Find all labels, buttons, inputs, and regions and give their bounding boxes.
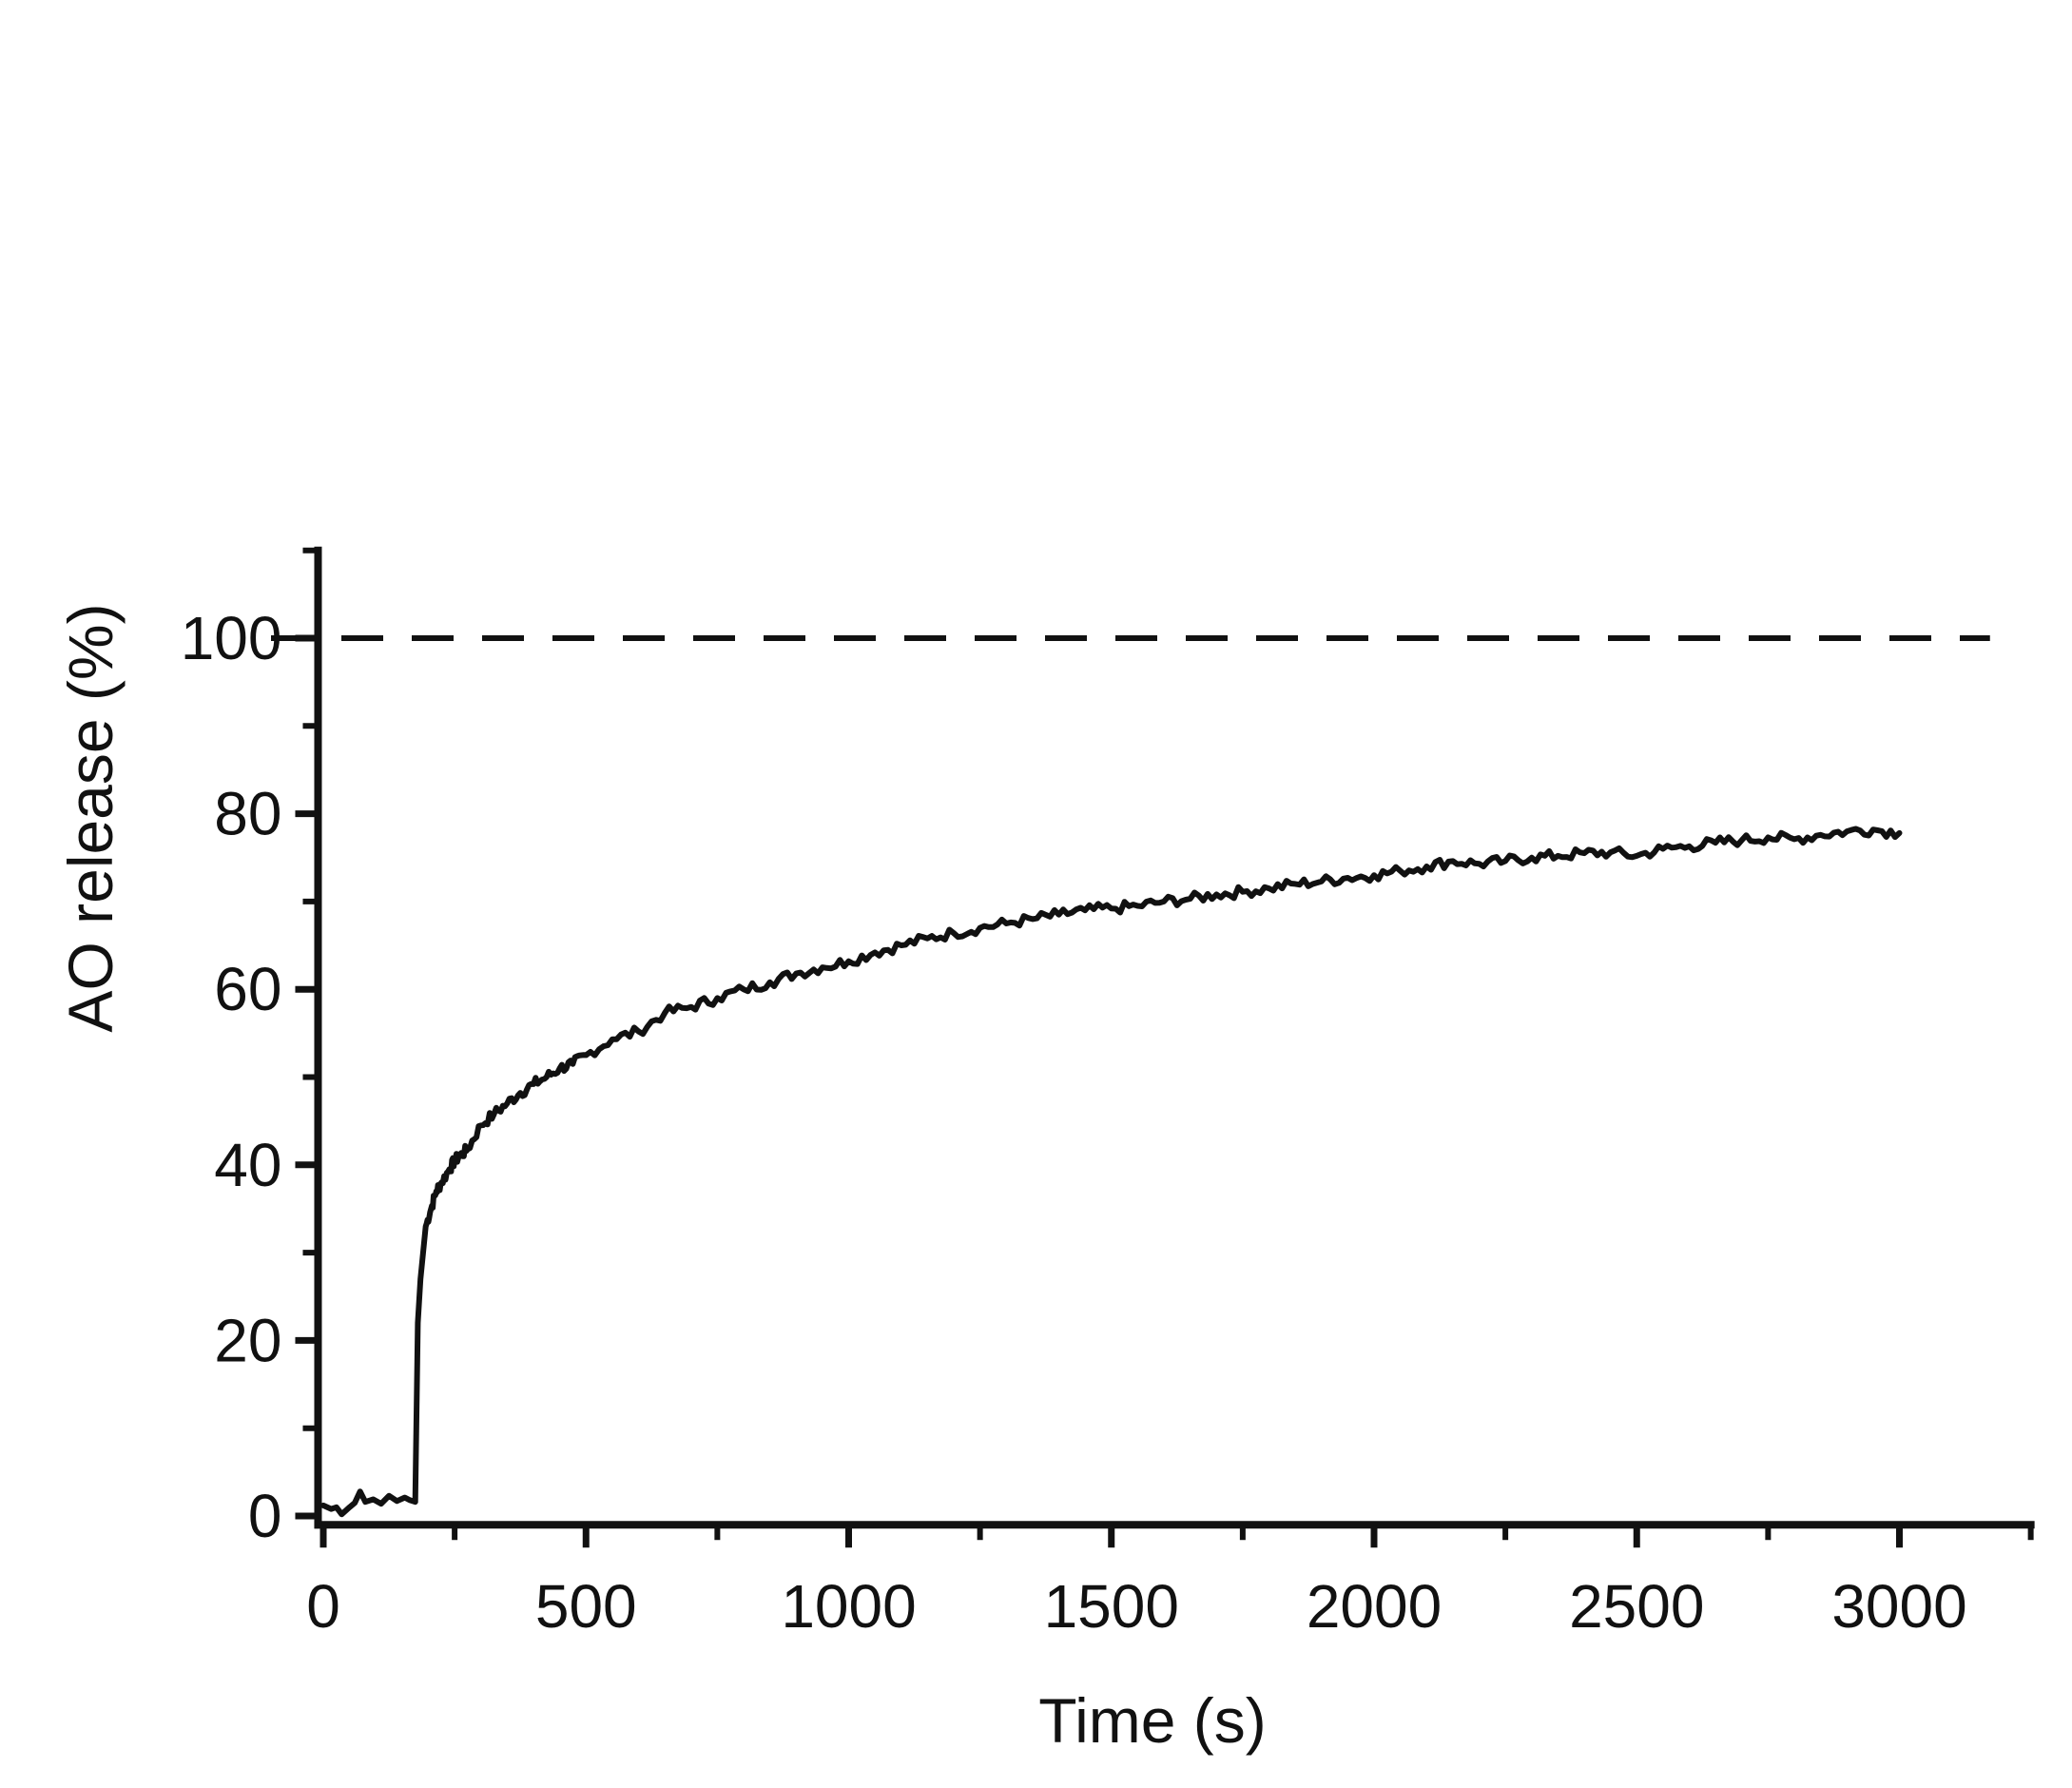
y-tick-label: 20 — [214, 1306, 281, 1374]
y-tick-label: 0 — [248, 1482, 282, 1550]
axes-layer — [314, 546, 2035, 1529]
tick-labels-layer: 0 500 1000 1500 2000 2500 3000 0 20 40 60 80 100 — [181, 604, 1967, 1641]
x-tick-label: 2000 — [1307, 1572, 1442, 1641]
series-layer — [320, 826, 1903, 1518]
x-tick-label: 2500 — [1569, 1572, 1704, 1641]
x-axis-title: Time (s) — [1038, 1685, 1267, 1756]
x-tick-label: 3000 — [1831, 1572, 1966, 1641]
x-tick-label: 1000 — [781, 1572, 916, 1641]
release-curve-line — [320, 826, 1903, 1518]
x-tick-label: 1500 — [1044, 1572, 1179, 1641]
y-tick-label: 40 — [214, 1131, 281, 1199]
y-tick-label: 100 — [181, 604, 282, 672]
y-tick-label: 60 — [214, 955, 281, 1023]
ticks-layer — [295, 547, 2034, 1548]
y-tick-label: 80 — [214, 780, 281, 848]
y-axis-title: AO release (%) — [55, 603, 126, 1032]
x-tick-label: 500 — [535, 1572, 637, 1641]
x-tick-label: 0 — [306, 1572, 340, 1641]
